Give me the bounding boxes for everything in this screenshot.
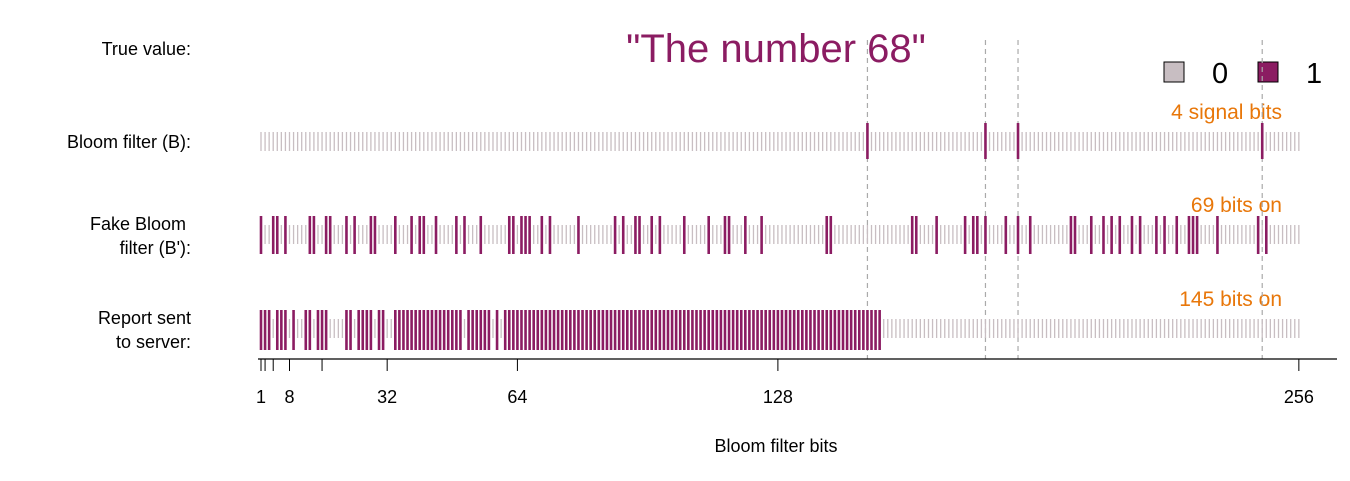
signal-guide-lines [866,40,1263,359]
label-report-line1: Report sent [98,308,191,328]
label-fake-bloom-line1: Fake Bloom [90,214,186,234]
bit-strip-fake [259,216,1300,254]
x-axis: 1 8 32 64 128 256 [256,358,1337,407]
legend-swatch-on [1257,61,1279,83]
label-fake-bloom-line2: filter (B'): [120,238,191,258]
note-fake-bits-on: 69 bits on [1191,194,1282,217]
x-axis-tick-label: 64 [507,387,527,407]
x-axis-tick-label: 1 [256,387,266,407]
bit-strip-report [259,310,1300,350]
x-axis-tick-label: 8 [284,387,294,407]
label-true-value: True value: [102,39,191,59]
bit-strips [259,123,1300,350]
label-bloom-filter: Bloom filter (B): [67,132,191,152]
x-axis-title: Bloom filter bits [714,436,837,456]
note-report-bits-on: 145 bits on [1179,288,1282,311]
bit-strip-bloom [260,123,1300,159]
x-axis-tick-label: 256 [1284,387,1314,407]
legend-label-off: 0 [1212,58,1228,90]
x-axis-tick-label: 128 [763,387,793,407]
legend: 0 1 [1163,58,1322,90]
legend-label-on: 1 [1306,58,1322,90]
label-report-line2: to server: [116,332,191,352]
x-axis-tick-label: 32 [377,387,397,407]
legend-swatch-off [1163,61,1185,83]
true-value-text: "The number 68" [626,27,926,71]
note-signal-bits: 4 signal bits [1171,101,1282,124]
